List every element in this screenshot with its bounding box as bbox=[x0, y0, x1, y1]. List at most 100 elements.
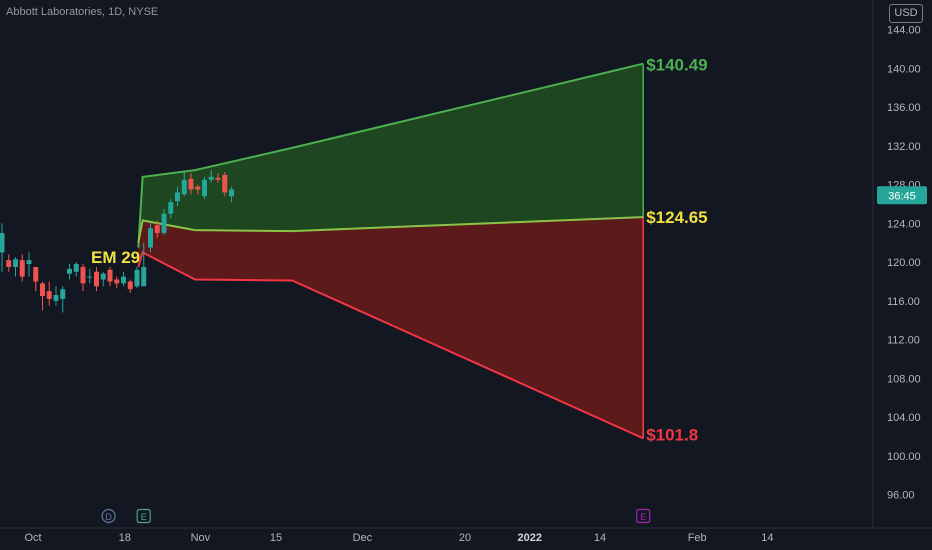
price-tick-label: 124.00 bbox=[887, 218, 921, 230]
candle bbox=[80, 264, 86, 292]
candle-body bbox=[6, 260, 12, 267]
candle-body bbox=[73, 264, 79, 272]
price-tag-background bbox=[877, 186, 927, 205]
candle bbox=[6, 254, 12, 272]
candle-body bbox=[202, 179, 207, 197]
candle-body bbox=[215, 177, 221, 180]
candle-body bbox=[33, 266, 39, 282]
event-marker: D bbox=[101, 508, 116, 524]
candle bbox=[202, 176, 207, 200]
price-tick-label: 132.00 bbox=[887, 141, 921, 153]
price-tick-label: 96.00 bbox=[887, 489, 915, 501]
candle-body bbox=[168, 202, 174, 214]
candle-body bbox=[141, 266, 147, 287]
candle-body bbox=[175, 192, 180, 202]
mid-target-label: $124.65 bbox=[646, 208, 707, 227]
annotations: EM 29 $140.49 $124.65 $101.8 bbox=[91, 56, 708, 445]
price-tick-label: 116.00 bbox=[887, 296, 920, 308]
candle bbox=[46, 281, 52, 306]
candle bbox=[26, 252, 32, 277]
candle bbox=[181, 172, 187, 197]
price-axis: 96.00 100.00 104.00 108.00 112.00 116.00 120.0… bbox=[887, 25, 921, 502]
candle-body bbox=[26, 260, 32, 265]
candle bbox=[195, 184, 201, 195]
price-tick-label: 140.00 bbox=[887, 63, 921, 75]
time-tick-label: Dec bbox=[353, 532, 373, 544]
candle bbox=[175, 186, 180, 206]
candle-body bbox=[222, 174, 228, 193]
event-marker: E bbox=[636, 508, 651, 524]
time-tick-label: 14 bbox=[594, 532, 606, 544]
candle bbox=[0, 223, 5, 272]
candle bbox=[188, 173, 194, 195]
event-marker-shape bbox=[636, 508, 651, 524]
event-marker-letter: E bbox=[141, 512, 147, 522]
candle-body bbox=[87, 276, 93, 278]
candle bbox=[222, 172, 228, 197]
price-tick-label: 144.00 bbox=[887, 25, 921, 37]
candle bbox=[67, 264, 72, 280]
lower-target-label: $101.8 bbox=[646, 425, 698, 444]
price-tick-label: 136.00 bbox=[887, 102, 921, 114]
current-price-tag: 36:45 bbox=[877, 186, 927, 205]
time-axis: Oct 18 Nov 15 Dec 20 2022 14 Feb 14 bbox=[24, 532, 773, 544]
time-tick-label: 15 bbox=[270, 532, 282, 544]
candle-body bbox=[53, 295, 59, 301]
candle-body bbox=[161, 213, 167, 234]
candle bbox=[215, 173, 221, 183]
candle-body bbox=[114, 279, 120, 284]
candle bbox=[73, 262, 79, 277]
candle-body bbox=[67, 268, 72, 274]
candle-body bbox=[19, 260, 25, 277]
candle-body bbox=[208, 176, 214, 180]
candle-body bbox=[154, 225, 160, 234]
candle bbox=[53, 286, 59, 306]
time-tick-label: 2022 bbox=[518, 532, 542, 544]
event-marker-letter: D bbox=[105, 512, 112, 522]
candle bbox=[100, 271, 106, 287]
candle bbox=[107, 266, 113, 287]
candle bbox=[127, 279, 133, 294]
event-marker-shape bbox=[136, 508, 151, 524]
candle bbox=[121, 271, 126, 287]
candle-body bbox=[127, 281, 133, 290]
currency-button[interactable]: USD bbox=[889, 4, 923, 23]
time-tick-label: Feb bbox=[688, 532, 707, 544]
candle-body bbox=[121, 276, 126, 284]
candle bbox=[19, 254, 25, 282]
candle bbox=[60, 286, 66, 313]
upper-band-line bbox=[137, 62, 644, 248]
candle bbox=[154, 220, 160, 238]
candle-body bbox=[46, 291, 52, 299]
time-tick-label: Oct bbox=[24, 532, 41, 544]
time-tick-label: Nov bbox=[191, 532, 211, 544]
candle-body bbox=[100, 273, 106, 280]
expected-move-bands bbox=[137, 62, 644, 440]
candle-body bbox=[134, 269, 140, 287]
candle bbox=[134, 266, 140, 289]
candle-body bbox=[195, 186, 201, 190]
lower-band-line bbox=[137, 250, 644, 440]
lower-band-area bbox=[138, 217, 644, 439]
price-tick-label: 112.00 bbox=[887, 335, 920, 347]
candle-body bbox=[94, 271, 99, 287]
upper-band-area bbox=[138, 63, 644, 248]
candle-body bbox=[181, 179, 187, 195]
price-tick-label: 100.00 bbox=[887, 451, 921, 463]
candle bbox=[148, 223, 153, 253]
candle bbox=[87, 268, 93, 284]
event-marker-letter: E bbox=[640, 512, 646, 522]
event-marker-shape bbox=[101, 508, 116, 524]
upper-target-label: $140.49 bbox=[646, 56, 707, 75]
candle bbox=[208, 170, 214, 183]
price-tick-label: 108.00 bbox=[887, 373, 921, 385]
candle-body bbox=[40, 283, 45, 296]
time-tick-label: 18 bbox=[119, 532, 131, 544]
price-tick-label: 104.00 bbox=[887, 412, 921, 424]
price-tick-label: 120.00 bbox=[887, 257, 921, 269]
candle bbox=[114, 276, 120, 289]
mid-band-line bbox=[137, 216, 644, 243]
candle bbox=[13, 257, 18, 277]
